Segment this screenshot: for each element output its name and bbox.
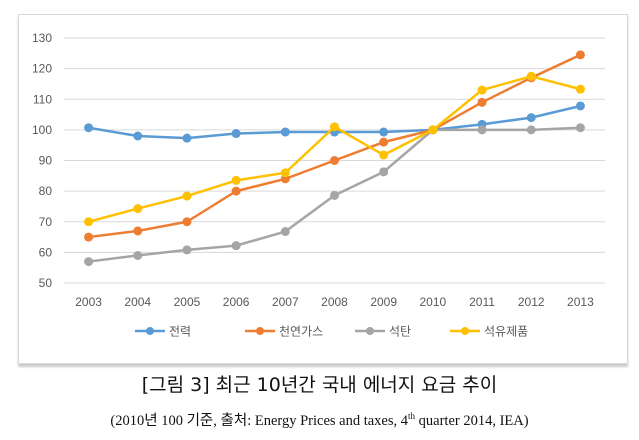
chart-frame <box>18 14 628 364</box>
data-point <box>133 204 143 214</box>
data-point <box>330 122 339 132</box>
y-tick-label: 70 <box>39 215 53 229</box>
figure-source: (2010년 100 기준, 출처: Energy Prices and tax… <box>0 409 639 430</box>
data-point <box>526 71 536 81</box>
x-tick-label: 2012 <box>518 295 545 309</box>
data-point <box>182 245 192 255</box>
x-tick-label: 2003 <box>75 295 102 309</box>
data-point <box>477 125 487 135</box>
legend-marker <box>461 327 469 335</box>
x-tick-label: 2011 <box>469 295 495 309</box>
data-point <box>182 191 192 201</box>
y-tick-label: 110 <box>33 92 52 106</box>
data-point <box>84 123 94 133</box>
source-sup: th <box>408 411 416 422</box>
data-point <box>477 97 487 107</box>
x-tick-label: 2006 <box>223 295 250 309</box>
data-point <box>182 217 192 227</box>
data-point <box>526 125 536 135</box>
y-tick-label: 50 <box>39 276 53 290</box>
y-tick-label: 100 <box>32 123 52 137</box>
data-point <box>575 101 585 111</box>
legend-label: 석유제품 <box>484 325 528 339</box>
data-point <box>330 156 339 165</box>
data-point <box>379 127 389 137</box>
x-tick-label: 2008 <box>321 295 348 309</box>
data-point <box>526 113 536 123</box>
data-point <box>280 168 290 178</box>
y-tick-label: 60 <box>39 245 53 259</box>
data-point <box>575 123 585 133</box>
data-point <box>84 217 94 227</box>
figure-caption: [그림 3] 최근 10년간 국내 에너지 요금 추이 <box>141 374 498 396</box>
x-tick-label: 2005 <box>174 295 201 309</box>
x-tick-label: 2004 <box>124 295 151 309</box>
legend-label: 천연가스 <box>279 324 323 339</box>
legend-label: 전력 <box>169 325 191 339</box>
data-point <box>84 232 94 242</box>
data-point <box>231 129 241 139</box>
legend-marker <box>146 327 154 335</box>
data-point <box>231 241 241 251</box>
data-point <box>330 190 339 200</box>
data-point <box>477 85 487 95</box>
legend-marker <box>256 327 264 335</box>
data-point <box>379 150 389 160</box>
data-point <box>182 133 192 143</box>
data-point <box>379 167 389 177</box>
y-tick-label: 120 <box>32 62 52 76</box>
data-point <box>428 125 438 135</box>
y-tick-label: 90 <box>39 154 53 168</box>
y-tick-label: 80 <box>39 184 53 198</box>
data-point <box>231 186 241 196</box>
legend-label: 석탄 <box>389 325 411 339</box>
source-prefix: (2010년 100 기준, 출처: Energy Prices and tax… <box>110 413 409 429</box>
legend-marker <box>366 327 374 335</box>
data-point <box>280 227 290 237</box>
data-point <box>133 131 143 141</box>
series-line-3 <box>88 75 581 223</box>
data-point <box>575 84 585 94</box>
data-point <box>84 257 94 267</box>
data-point <box>231 175 241 185</box>
y-tick-label: 130 <box>32 31 52 45</box>
line-chart: 50 60 70 80 90 100 110 120 130 2003 2004 2005 2006 20… <box>32 31 605 339</box>
data-point <box>133 226 143 236</box>
x-tick-label: 2010 <box>420 295 447 309</box>
x-tick-label: 2013 <box>567 295 594 309</box>
data-point <box>280 127 290 137</box>
data-point <box>379 137 389 147</box>
x-tick-label: 2007 <box>272 295 299 309</box>
data-point <box>575 50 585 60</box>
source-suffix: quarter 2014, IEA) <box>415 413 529 429</box>
data-point <box>133 250 143 260</box>
x-tick-label: 2009 <box>370 295 397 309</box>
